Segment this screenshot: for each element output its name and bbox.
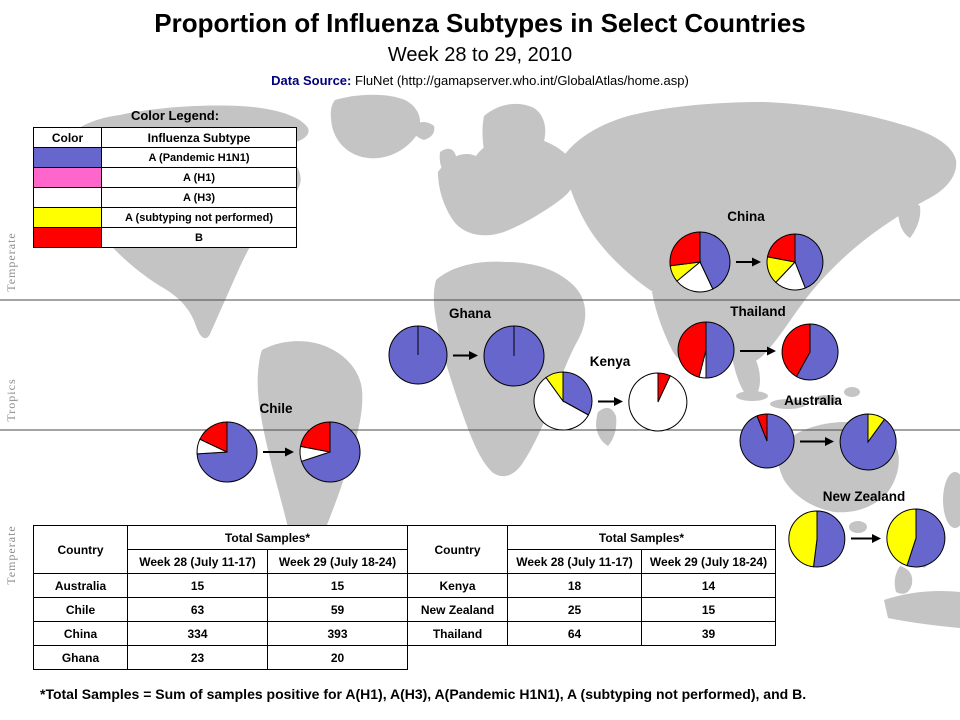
week-29-column-header: Week 29 (July 18-24) <box>641 549 776 574</box>
data-source: Data Source: FluNet (http://gamapserver.… <box>0 73 960 88</box>
continent-europe <box>438 135 577 236</box>
island-new-zealand-south <box>894 566 913 594</box>
legend-subtype-label: A (H3) <box>101 187 297 208</box>
total-samples-header: Total Samples* <box>507 525 776 550</box>
data-source-value: FluNet (http://gamapserver.who.int/Globa… <box>355 73 689 88</box>
country-cell: China <box>33 621 128 646</box>
page-title: Proportion of Influenza Subtypes in Sele… <box>154 8 806 38</box>
country-cell: Thailand <box>407 621 508 646</box>
table-row: Thailand 64 39 <box>407 621 776 646</box>
country-cell: Australia <box>33 573 128 598</box>
region-antarctica <box>884 591 960 628</box>
legend-row: A (Pandemic H1N1) <box>33 147 297 168</box>
page-subtitle: Week 28 to 29, 2010 <box>387 44 573 66</box>
continent-africa <box>433 261 586 477</box>
island-japan <box>898 203 921 238</box>
sample-count-cell: 15 <box>127 573 268 598</box>
island-britain <box>439 148 457 176</box>
sample-count-cell: 15 <box>267 573 408 598</box>
legend-row: A (subtyping not performed) <box>33 207 297 228</box>
country-cell: Chile <box>33 597 128 622</box>
island-pacific <box>943 472 960 528</box>
zone-label-temperate-north: Temperate <box>4 232 18 292</box>
zone-label-temperate-south: Temperate <box>4 525 18 585</box>
table-row: Chile 63 59 <box>33 597 408 622</box>
legend-row: A (H1) <box>33 167 297 188</box>
island-tasmania <box>849 521 867 533</box>
week-29-column-header: Week 29 (July 18-24) <box>267 549 408 574</box>
country-column-header: Country <box>407 525 508 574</box>
island-iceland <box>412 122 435 140</box>
table-row: Australia 15 15 <box>33 573 408 598</box>
legend-subtype-label: A (Pandemic H1N1) <box>101 147 297 168</box>
sample-count-cell: 59 <box>267 597 408 622</box>
sample-count-cell: 39 <box>641 621 776 646</box>
color-legend: Color Legend: Color Influenza Subtype A … <box>33 108 297 248</box>
table-row: New Zealand 25 15 <box>407 597 776 622</box>
region-scandinavia <box>482 103 546 178</box>
legend-subtype-label: A (H1) <box>101 167 297 188</box>
island-philippines <box>811 333 826 366</box>
table-row: China 334 393 <box>33 621 408 646</box>
sample-count-cell: 23 <box>127 645 268 670</box>
country-cell: Ghana <box>33 645 128 670</box>
data-source-label: Data Source: <box>271 73 352 88</box>
zone-label-tropics: Tropics <box>4 378 18 422</box>
continent-asia <box>562 102 957 364</box>
table-row: Kenya 18 14 <box>407 573 776 598</box>
legend-color-swatch <box>33 187 102 208</box>
island-new-zealand-north <box>915 542 933 568</box>
sample-count-cell: 15 <box>641 597 776 622</box>
legend-subtype-label: A (subtyping not performed) <box>101 207 297 228</box>
sample-count-cell: 393 <box>267 621 408 646</box>
total-samples-table-2: Country Total Samples* Week 28 (July 11-… <box>407 525 776 646</box>
sample-count-cell: 25 <box>507 597 642 622</box>
total-samples-table-1: Country Total Samples* Week 28 (July 11-… <box>33 525 408 670</box>
island-madagascar <box>596 407 617 446</box>
island-greenland <box>330 94 421 159</box>
color-legend-title: Color Legend: <box>130 108 220 123</box>
sample-count-cell: 63 <box>127 597 268 622</box>
total-samples-header: Total Samples* <box>127 525 408 550</box>
island-borneo <box>814 395 838 405</box>
color-legend-table: Color Influenza Subtype A (Pandemic H1N1… <box>33 127 297 248</box>
country-column-header: Country <box>33 525 128 574</box>
legend-color-swatch <box>33 207 102 228</box>
sample-count-cell: 18 <box>507 573 642 598</box>
sample-count-cell: 20 <box>267 645 408 670</box>
legend-subtype-label: B <box>101 227 297 248</box>
region-southeast-asia <box>731 332 760 400</box>
sample-count-cell: 334 <box>127 621 268 646</box>
legend-color-column-header: Color <box>33 127 102 148</box>
legend-color-swatch <box>33 227 102 248</box>
country-cell: New Zealand <box>407 597 508 622</box>
legend-subtype-column-header: Influenza Subtype <box>101 127 297 148</box>
island-newguinea <box>844 387 860 397</box>
island-java <box>770 399 806 409</box>
sample-count-cell: 14 <box>641 573 776 598</box>
week-28-column-header: Week 28 (July 11-17) <box>127 549 268 574</box>
sample-count-cell: 64 <box>507 621 642 646</box>
table-row: Ghana 23 20 <box>33 645 408 670</box>
legend-color-swatch <box>33 147 102 168</box>
legend-color-swatch <box>33 167 102 188</box>
country-cell: Kenya <box>407 573 508 598</box>
footnote: *Total Samples = Sum of samples positive… <box>40 686 807 702</box>
week-28-column-header: Week 28 (July 11-17) <box>507 549 642 574</box>
island-sumatra <box>736 391 768 401</box>
legend-row: A (H3) <box>33 187 297 208</box>
continent-australia <box>777 422 899 513</box>
legend-row: B <box>33 227 297 248</box>
